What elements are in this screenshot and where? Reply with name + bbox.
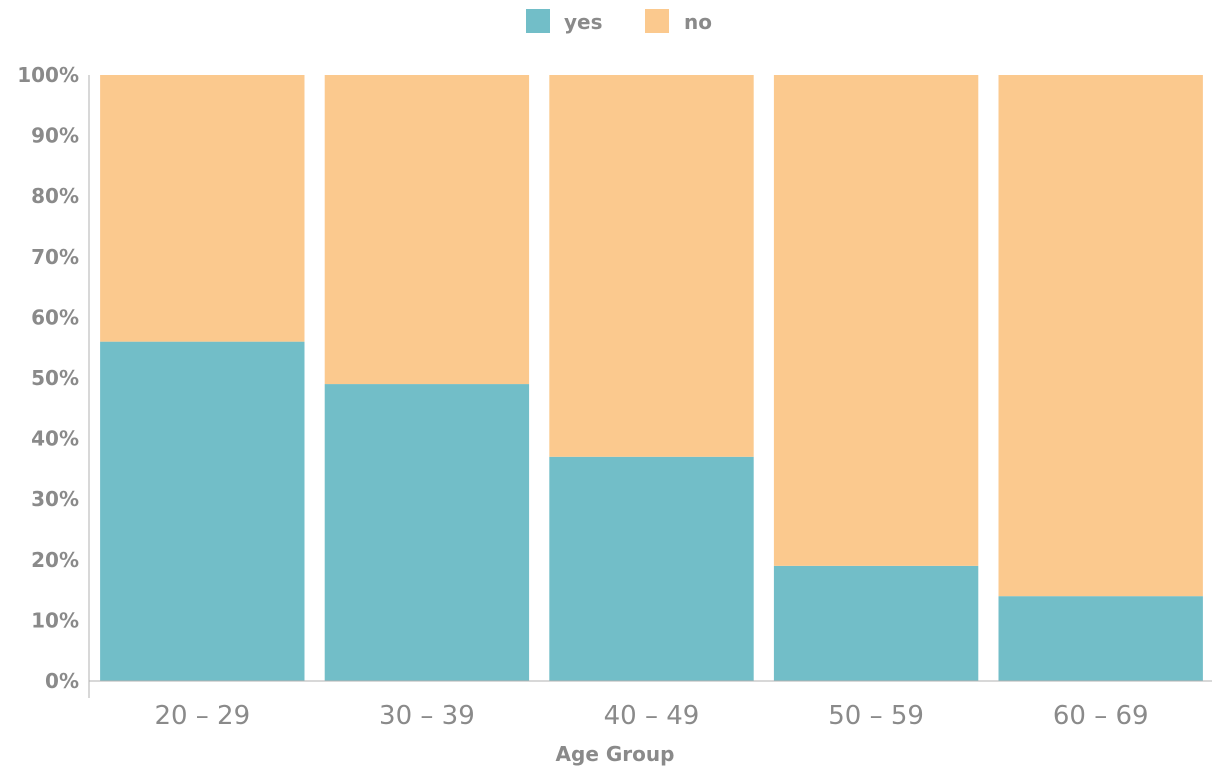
bar-yes-2[interactable] xyxy=(549,456,754,681)
x-tick-label: 20 – 29 xyxy=(154,701,250,731)
y-axis-ticks: 0% 10% 20% 30% 40% 50% 60% 70% 80% 90% 100% xyxy=(17,63,79,693)
x-axis-ticks: 20 – 29 30 – 39 40 – 49 50 – 59 60 – 69 xyxy=(154,701,1148,731)
x-tick-label: 50 – 59 xyxy=(828,701,924,731)
y-tick-label: 40% xyxy=(31,427,79,451)
x-tick-label: 40 – 49 xyxy=(604,701,700,731)
legend-label-no: no xyxy=(684,10,712,34)
y-tick-label: 10% xyxy=(31,608,79,632)
chart-legend: yes no xyxy=(526,9,712,34)
bar-no-3[interactable] xyxy=(773,75,979,566)
bar-yes-4[interactable] xyxy=(998,596,1203,681)
bar-no-2[interactable] xyxy=(549,75,754,457)
bar-yes-0[interactable] xyxy=(100,341,305,681)
bar-no-1[interactable] xyxy=(324,75,530,385)
x-tick-label: 60 – 69 xyxy=(1053,701,1149,731)
y-tick-label: 20% xyxy=(31,548,79,572)
y-tick-label: 60% xyxy=(31,305,79,329)
x-axis-title: Age Group xyxy=(556,742,675,766)
y-tick-label: 100% xyxy=(17,63,79,87)
bar-no-0[interactable] xyxy=(100,75,305,342)
y-tick-label: 90% xyxy=(31,124,79,148)
bar-yes-1[interactable] xyxy=(324,384,530,681)
legend-swatch-no xyxy=(645,9,669,33)
y-tick-label: 80% xyxy=(31,184,79,208)
y-tick-label: 50% xyxy=(31,366,79,390)
y-tick-label: 0% xyxy=(45,669,79,693)
bar-group xyxy=(100,75,1203,681)
legend-swatch-yes xyxy=(526,9,550,33)
y-tick-label: 30% xyxy=(31,487,79,511)
x-tick-label: 30 – 39 xyxy=(379,701,475,731)
y-tick-label: 70% xyxy=(31,245,79,269)
bar-yes-3[interactable] xyxy=(773,565,979,681)
bar-no-4[interactable] xyxy=(998,75,1203,597)
legend-label-yes: yes xyxy=(564,10,603,34)
